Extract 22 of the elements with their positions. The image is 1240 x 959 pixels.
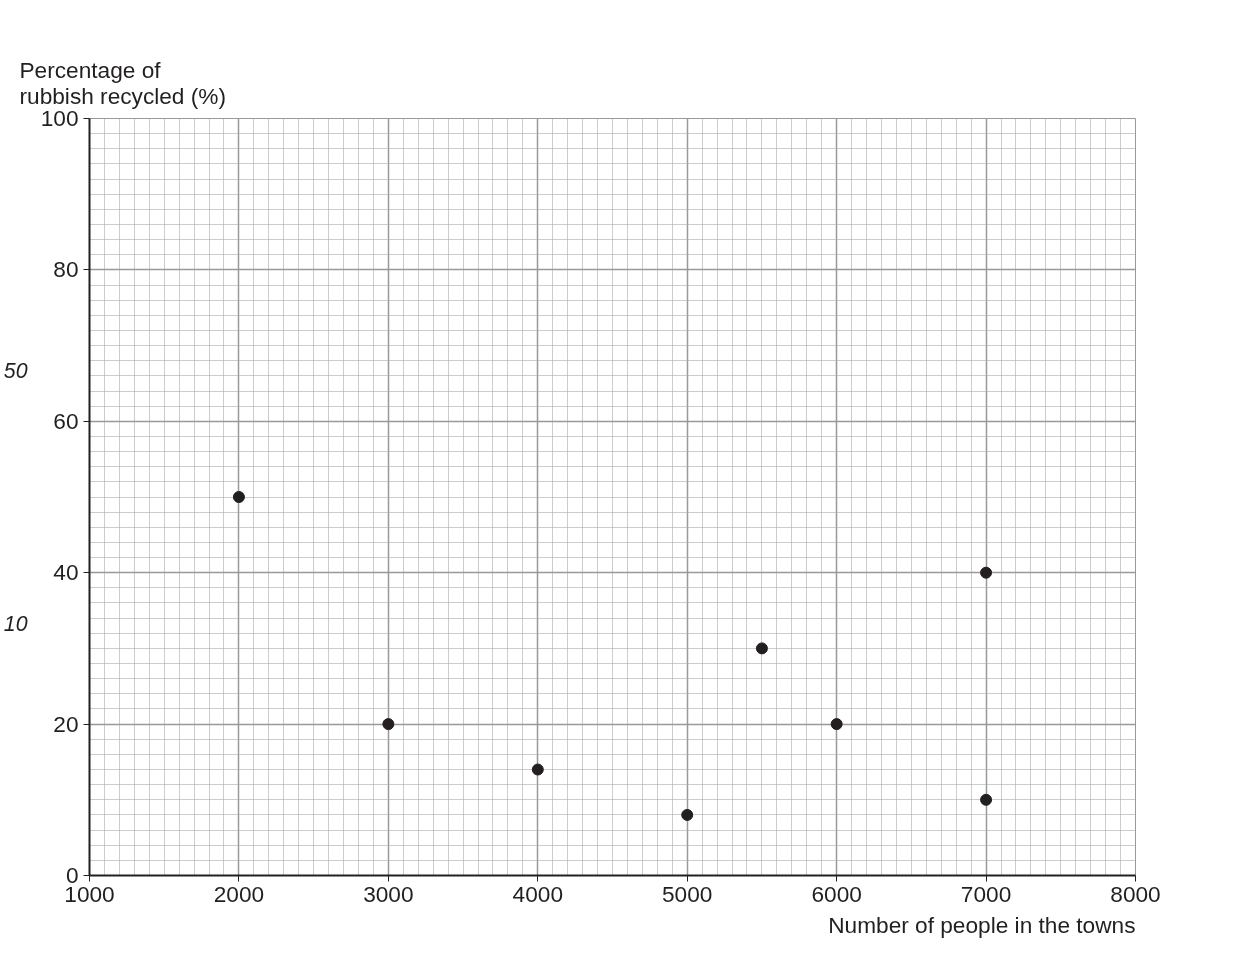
point bbox=[382, 718, 395, 731]
x-tick-label: 6000 bbox=[811, 880, 862, 907]
x-tick-label: 4000 bbox=[512, 880, 563, 907]
point bbox=[232, 491, 245, 503]
x-tick-label: 2000 bbox=[213, 880, 265, 907]
text: 50 bbox=[3, 359, 28, 384]
x-axis-title: Number of people in the towns bbox=[828, 911, 1136, 938]
point bbox=[681, 808, 694, 821]
point bbox=[980, 566, 993, 579]
y-tick-label: 20 bbox=[53, 710, 79, 737]
x-tick-label: 3000 bbox=[363, 880, 414, 907]
y-tick-label: 60 bbox=[53, 407, 79, 434]
x-tick-label: 5000 bbox=[662, 880, 713, 907]
text: 10 bbox=[3, 611, 28, 636]
point bbox=[980, 793, 993, 806]
y-tick-label: 80 bbox=[53, 256, 79, 283]
y-tick-label: 40 bbox=[53, 559, 79, 586]
x-tick-label: 7000 bbox=[960, 880, 1012, 907]
x-tick-label: 8000 bbox=[1110, 880, 1161, 907]
point bbox=[755, 642, 768, 655]
point bbox=[830, 718, 843, 731]
point bbox=[531, 763, 544, 776]
